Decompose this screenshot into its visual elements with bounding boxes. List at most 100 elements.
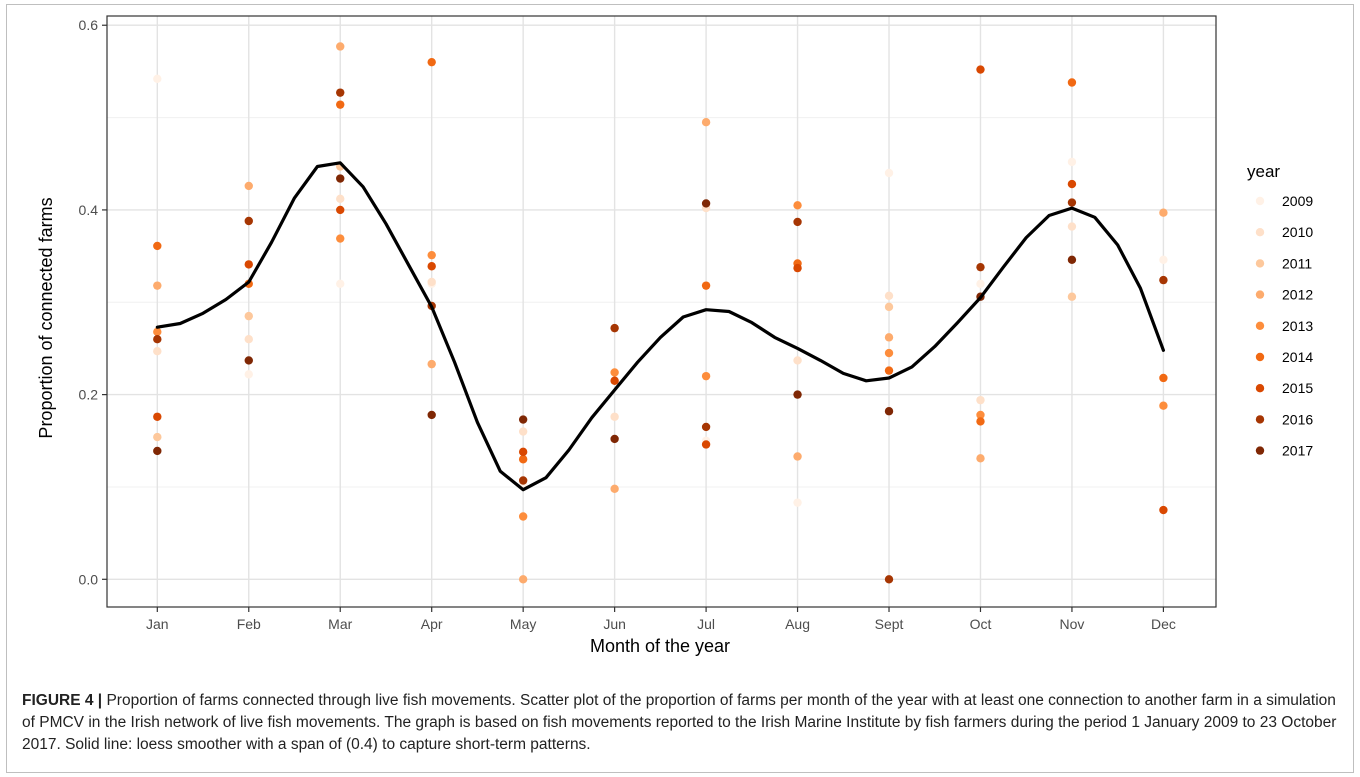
data-point-2014: [153, 241, 162, 251]
data-point-2017: [153, 446, 162, 456]
data-point-2013: [518, 512, 528, 521]
legend-label-2014: 2014: [1282, 349, 1313, 365]
plot-panel-border: [106, 15, 1217, 608]
data-point-2012: [336, 42, 345, 51]
legend-key-2011: [1255, 259, 1265, 268]
minor-gridlines: [107, 117, 1216, 488]
caption-label: FIGURE 4 |: [22, 692, 103, 709]
data-point-2009: [1067, 157, 1077, 167]
data-point-2012: [1159, 208, 1168, 217]
data-point-2016: [244, 216, 253, 226]
x-tick-label: Nov: [1059, 616, 1084, 632]
data-point-2010: [976, 395, 985, 405]
x-tick-label: Jun: [603, 616, 626, 632]
data-point-2012: [884, 333, 894, 342]
x-tick-label: Apr: [421, 616, 443, 632]
data-point-2014: [976, 417, 985, 426]
data-point-2015: [976, 65, 985, 74]
legend-key-2012: [1255, 290, 1265, 299]
data-point-2010: [518, 427, 528, 436]
figure-frame: [6, 4, 1354, 773]
loess-smoother-line: [155, 161, 1165, 492]
x-tick-label: Jan: [146, 616, 169, 632]
legend-key-2017: [1255, 446, 1265, 455]
data-point-2013: [793, 201, 802, 210]
legend-key-2015: [1255, 384, 1265, 393]
data-point-2012: [427, 359, 436, 369]
legend-label-2016: 2016: [1282, 411, 1313, 427]
data-point-2013: [427, 250, 436, 260]
data-point-2013: [610, 368, 619, 377]
y-tick-label: 0.4: [79, 202, 99, 218]
x-tick-label: Jul: [697, 616, 715, 632]
data-point-2014: [427, 57, 436, 67]
data-point-2012: [701, 117, 711, 127]
data-point-2012: [610, 484, 619, 493]
data-point-2014: [518, 455, 528, 464]
data-point-2014: [884, 366, 894, 375]
data-point-2017: [610, 434, 619, 444]
data-point-2014: [1159, 373, 1168, 383]
data-point-2015: [1067, 179, 1077, 189]
data-point-2016: [336, 88, 345, 97]
legend-label-2013: 2013: [1282, 318, 1313, 334]
data-point-2011: [153, 432, 162, 442]
data-point-2016: [976, 262, 985, 272]
data-point-2015: [701, 440, 711, 449]
legend-title: year: [1247, 162, 1280, 181]
legend-key-2010: [1255, 228, 1265, 237]
data-point-2011: [244, 311, 253, 321]
data-point-2013: [336, 234, 345, 243]
data-point-2015: [153, 412, 162, 421]
x-tick-label: Oct: [970, 616, 992, 632]
y-tick-label: 0.0: [79, 571, 99, 587]
scatter-chart: 0.0 0.2 0.4 0.6 Jan Feb Mar Apr May Jun Jul Aug Sep…: [36, 15, 1313, 656]
data-point-2016: [793, 217, 802, 227]
data-point-2017: [336, 174, 345, 183]
data-point-2015: [1159, 505, 1168, 515]
y-tick-label: 0.6: [79, 17, 99, 33]
x-axis-label: Month of the year: [590, 636, 730, 656]
data-point-2017: [884, 407, 894, 416]
data-point-2009: [153, 74, 162, 83]
data-point-2012: [793, 452, 802, 461]
data-point-2010: [336, 194, 345, 204]
legend-label-2015: 2015: [1282, 380, 1313, 396]
data-point-2013: [1159, 401, 1168, 410]
data-point-2016: [701, 422, 711, 432]
data-point-2009: [793, 498, 802, 507]
data-point-2015: [610, 376, 619, 385]
data-point-2009: [976, 279, 985, 288]
data-point-2010: [244, 335, 253, 344]
data-point-2014: [336, 100, 345, 109]
data-point-2017: [793, 390, 802, 399]
legend-key-2009: [1255, 196, 1265, 206]
data-point-2016: [610, 323, 619, 333]
data-point-2015: [427, 262, 436, 271]
figure-caption: FIGURE 4 | Proportion of farms connected…: [22, 690, 1342, 756]
data-point-2017: [518, 415, 528, 424]
data-point-2010: [884, 291, 894, 301]
data-point-2016: [884, 575, 894, 584]
data-point-2010: [153, 347, 162, 356]
x-tick-label: Mar: [328, 616, 352, 632]
legend-key-2016: [1255, 415, 1265, 424]
data-point-2017: [427, 410, 436, 420]
legend-label-2012: 2012: [1282, 287, 1313, 303]
data-point-2010: [1067, 222, 1077, 231]
legend-key-2014: [1255, 352, 1265, 362]
data-point-2012: [244, 181, 253, 191]
data-point-2016: [1159, 275, 1168, 285]
x-tick-label: Dec: [1151, 616, 1176, 632]
data-point-2013: [884, 348, 894, 358]
y-axis: 0.0 0.2 0.4 0.6: [79, 17, 107, 587]
data-point-2009: [336, 279, 345, 288]
data-point-2010: [793, 356, 802, 365]
data-point-2016: [518, 476, 528, 485]
legend: year 2009 2010 2011 2012 2013 2014 2015 2016 201…: [1247, 162, 1313, 459]
data-point-2013: [153, 327, 162, 337]
x-axis: Jan Feb Mar Apr May Jun Jul Aug Sept Oct Nov Dec: [146, 607, 1176, 632]
data-point-2013: [976, 410, 985, 420]
data-point-2016: [1067, 198, 1077, 207]
